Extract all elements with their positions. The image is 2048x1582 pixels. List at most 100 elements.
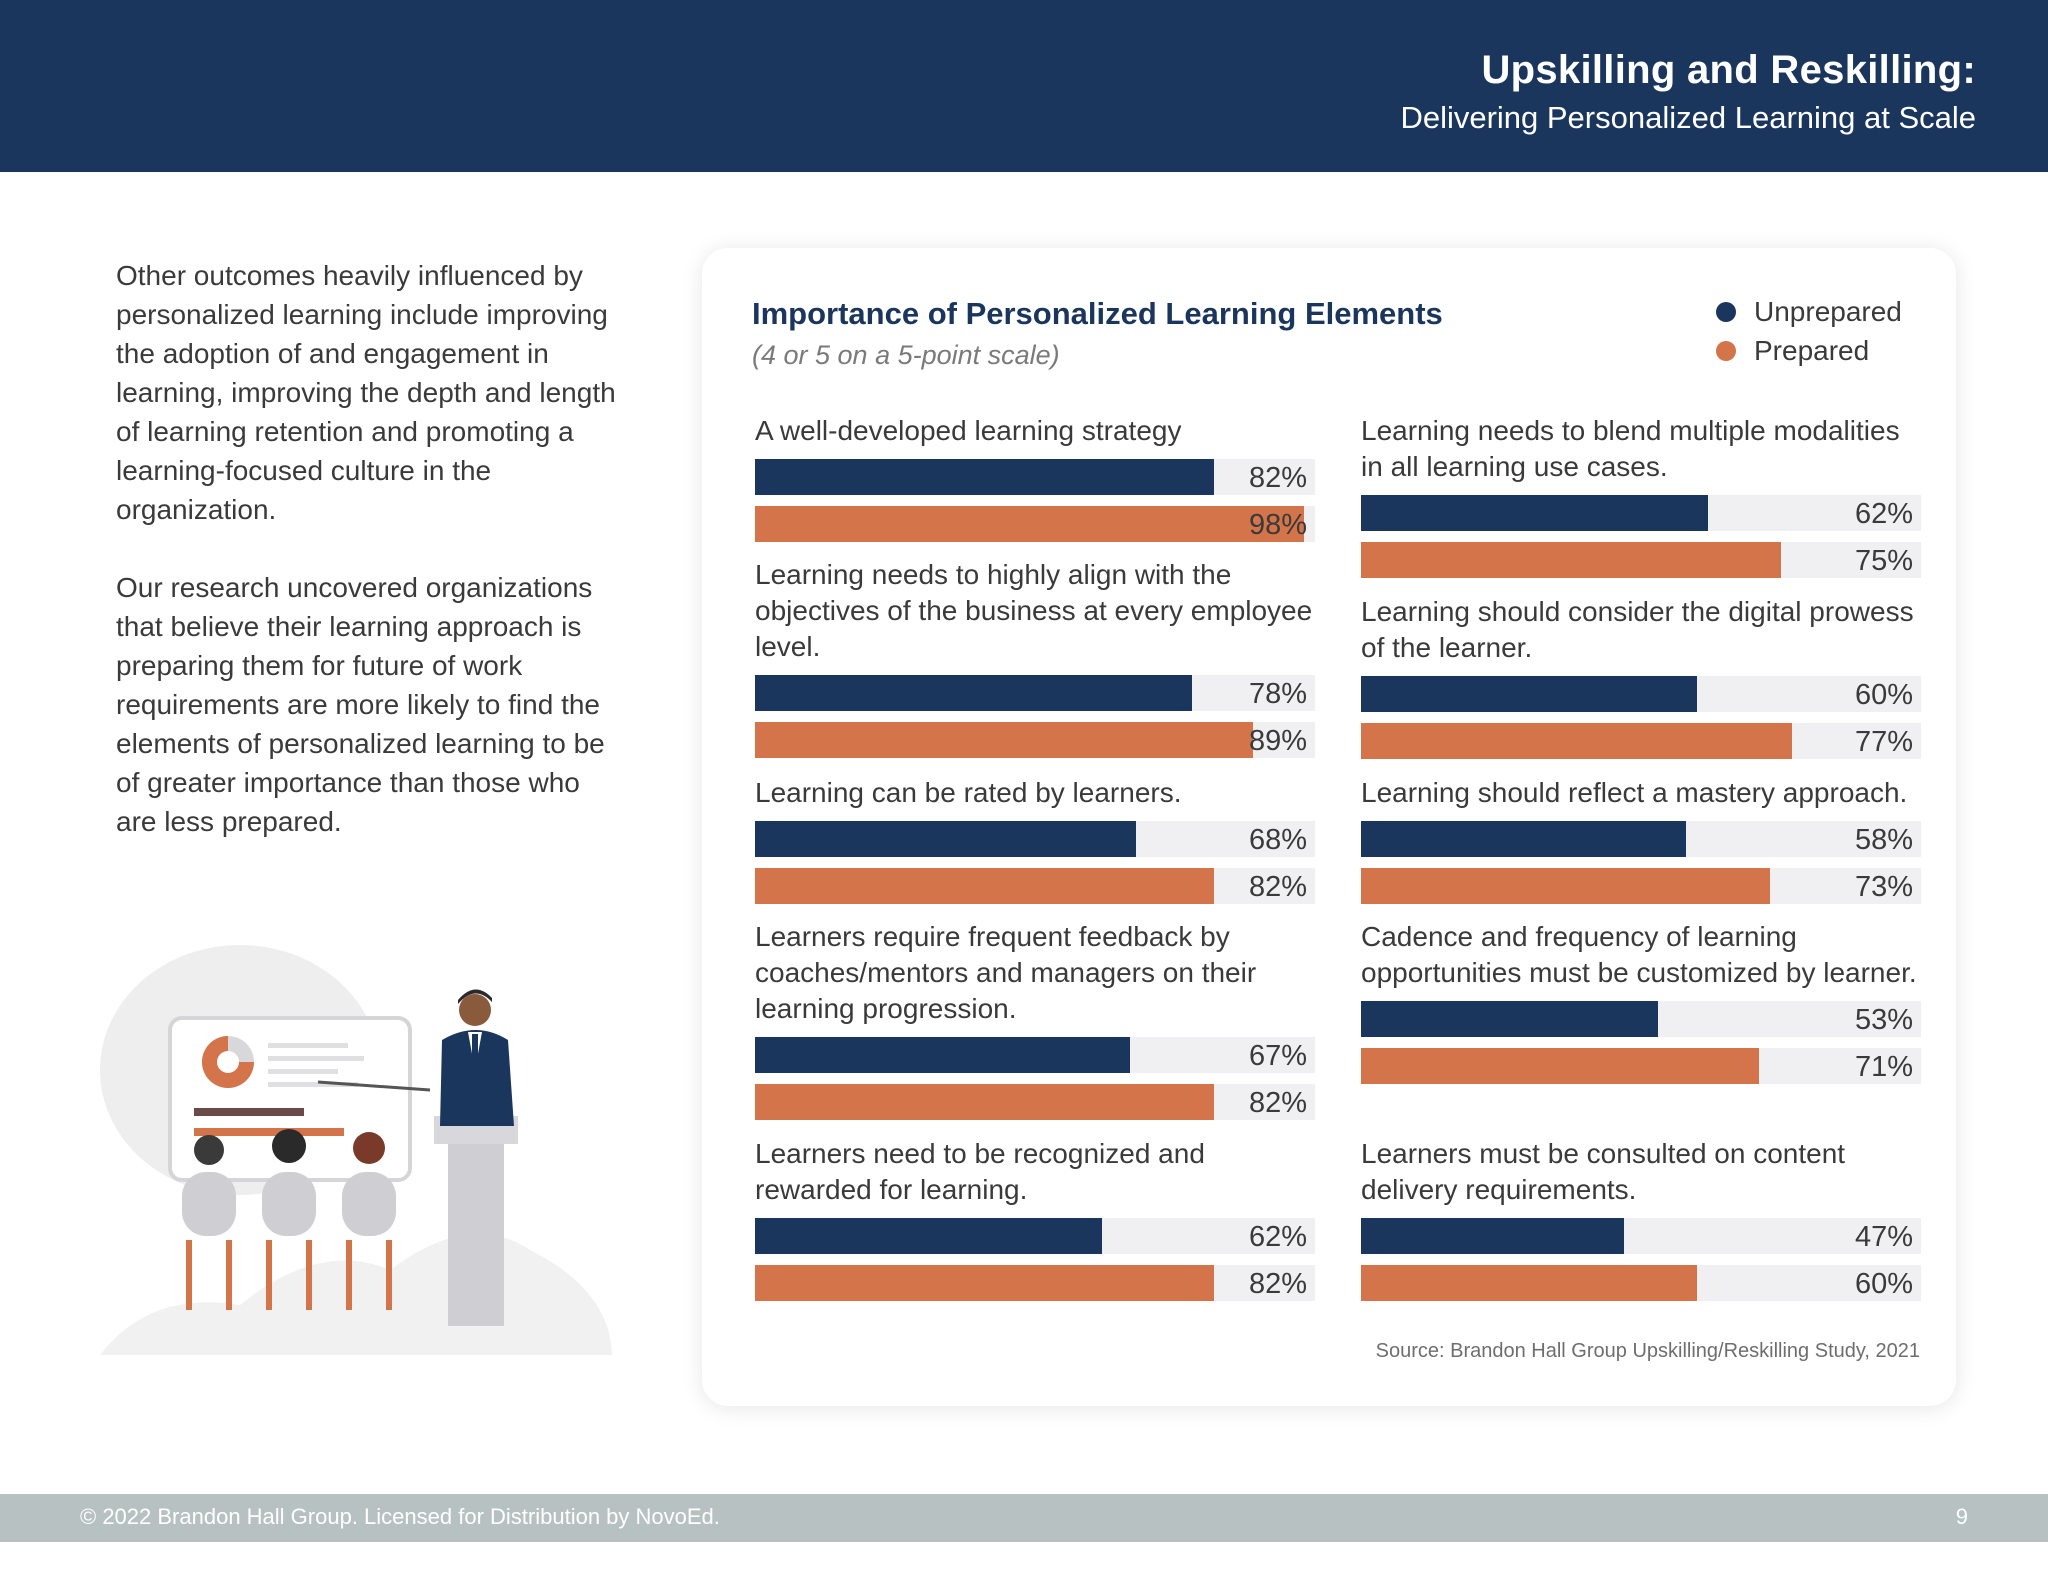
bar-unprepared [755, 1037, 1131, 1073]
bar-track-unprepared: 82% [755, 459, 1315, 495]
source-note: Source: Brandon Hall Group Upskilling/Re… [1375, 1340, 1920, 1362]
metric-block: Learning needs to blend multiple modalit… [1361, 413, 1921, 578]
whiteboard-bar-1 [194, 1108, 304, 1116]
bar-value-label: 58% [1854, 824, 1913, 856]
podium [448, 1126, 504, 1326]
page-subtitle: Delivering Personalized Learning at Scal… [1400, 100, 1976, 135]
bar-unprepared [755, 675, 1192, 711]
metric-block: Learners must be consulted on content de… [1361, 1136, 1921, 1301]
bar-unprepared [755, 1218, 1103, 1254]
whiteboard-bar-2 [194, 1128, 344, 1136]
bar-prepared [755, 506, 1304, 542]
bar-unprepared [1361, 1001, 1658, 1037]
bar-value-label: 75% [1854, 545, 1913, 577]
bar-track-unprepared: 67% [755, 1037, 1315, 1073]
bar-unprepared [755, 459, 1215, 495]
metric-label: Learning needs to blend multiple modalit… [1361, 415, 1900, 482]
page-title: Upskilling and Reskilling: [1481, 48, 1976, 92]
bar-value-label: 47% [1854, 1221, 1913, 1253]
metric-label: Learning should reflect a mastery approa… [1361, 777, 1908, 808]
legend-dot-orange [1716, 340, 1736, 361]
bar-track-unprepared: 62% [1361, 495, 1921, 531]
page-header: Upskilling and Reskilling: Delivering Pe… [0, 0, 2048, 172]
intro-paragraph-1: Other outcomes heavily influenced by per… [116, 260, 616, 525]
bar-prepared [1361, 1048, 1759, 1084]
metric-label: Learning needs to highly align with the … [755, 559, 1313, 662]
bar-prepared [755, 722, 1254, 758]
presentation-illustration [100, 945, 612, 1355]
legend-item-prepared: Prepared [1716, 331, 1902, 370]
bar-track-unprepared: 60% [1361, 676, 1921, 712]
pointer-stick [317, 1080, 431, 1092]
bar-track-prepared: 82% [755, 868, 1315, 904]
bar-unprepared [1361, 821, 1686, 857]
audience [182, 1172, 396, 1236]
metric-label: Learners need to be recognized and rewar… [755, 1138, 1205, 1205]
metric-block: Learning should reflect a mastery approa… [1361, 775, 1921, 904]
bar-value-label: 82% [1248, 1087, 1307, 1119]
bar-value-label: 62% [1854, 498, 1913, 530]
bar-track-prepared: 89% [755, 722, 1315, 758]
metric-block: Learning needs to highly align with the … [755, 557, 1315, 758]
bar-track-unprepared: 47% [1361, 1218, 1921, 1254]
metric-block: A well-developed learning strategy 82% 98% [755, 413, 1315, 542]
metric-label: A well-developed learning strategy [755, 415, 1182, 446]
bar-unprepared [1361, 1218, 1625, 1254]
metric-block: Learning should consider the digital pro… [1361, 594, 1921, 759]
legend-dot-navy [1716, 301, 1736, 322]
bar-value-label: 60% [1854, 1268, 1913, 1300]
metric-block: Learners require frequent feedback by co… [755, 919, 1315, 1120]
metric-block: Cadence and frequency of learning opport… [1361, 919, 1921, 1084]
metric-label: Learning can be rated by learners. [755, 777, 1182, 808]
bar-track-unprepared: 78% [755, 675, 1315, 711]
bar-unprepared [1361, 495, 1709, 531]
bar-value-label: 98% [1248, 509, 1307, 541]
metric-block: Learners need to be recognized and rewar… [755, 1136, 1315, 1301]
footer-copyright: © 2022 Brandon Hall Group. Licensed for … [80, 1504, 720, 1529]
chart-subtitle: (4 or 5 on a 5-point scale) [752, 340, 1060, 370]
bar-track-prepared: 71% [1361, 1048, 1921, 1084]
bar-prepared [1361, 1265, 1697, 1301]
metric-label: Cadence and frequency of learning opport… [1361, 921, 1917, 988]
chart-title: Importance of Personalized Learning Elem… [752, 296, 1443, 331]
bar-track-unprepared: 58% [1361, 821, 1921, 857]
metric-label: Learners require frequent feedback by co… [755, 921, 1257, 1024]
bar-track-prepared: 73% [1361, 868, 1921, 904]
metric-block: Learning can be rated by learners. 68% 82% [755, 775, 1315, 904]
bar-prepared [755, 868, 1215, 904]
bar-track-prepared: 98% [755, 506, 1315, 542]
bar-track-prepared: 60% [1361, 1265, 1921, 1301]
bar-value-label: 82% [1248, 462, 1307, 494]
bar-value-label: 71% [1854, 1051, 1913, 1083]
bar-unprepared [755, 821, 1136, 857]
intro-text: Other outcomes heavily influenced by per… [116, 256, 616, 841]
chart-legend: Unprepared Prepared [1716, 292, 1902, 370]
legend-item-unprepared: Unprepared [1716, 292, 1902, 331]
bar-value-label: 67% [1248, 1040, 1307, 1072]
bar-track-unprepared: 68% [755, 821, 1315, 857]
bar-prepared [755, 1084, 1215, 1120]
bar-value-label: 73% [1854, 871, 1913, 903]
background-hill [100, 1234, 612, 1355]
page-number: 9 [1955, 1504, 1968, 1529]
page-footer: © 2022 Brandon Hall Group. Licensed for … [0, 1494, 2048, 1542]
speaker-body [440, 1030, 514, 1126]
bar-value-label: 78% [1248, 678, 1307, 710]
metric-label: Learning should consider the digital pro… [1361, 596, 1914, 663]
bar-value-label: 68% [1248, 824, 1307, 856]
bar-unprepared [1361, 676, 1697, 712]
legend-label-prepared: Prepared [1754, 334, 1870, 366]
bar-value-label: 53% [1854, 1004, 1913, 1036]
bar-value-label: 82% [1248, 871, 1307, 903]
bar-track-prepared: 82% [755, 1265, 1315, 1301]
intro-paragraph-2: Our research uncovered organizations tha… [116, 572, 605, 837]
speaker-head [459, 994, 491, 1026]
bar-track-prepared: 77% [1361, 723, 1921, 759]
bar-prepared [1361, 723, 1793, 759]
bar-track-unprepared: 62% [755, 1218, 1315, 1254]
bar-track-prepared: 75% [1361, 542, 1921, 578]
legend-label-unprepared: Unprepared [1754, 295, 1902, 327]
bar-value-label: 82% [1248, 1268, 1307, 1300]
metric-label: Learners must be consulted on content de… [1361, 1138, 1846, 1205]
bar-value-label: 60% [1854, 679, 1913, 711]
